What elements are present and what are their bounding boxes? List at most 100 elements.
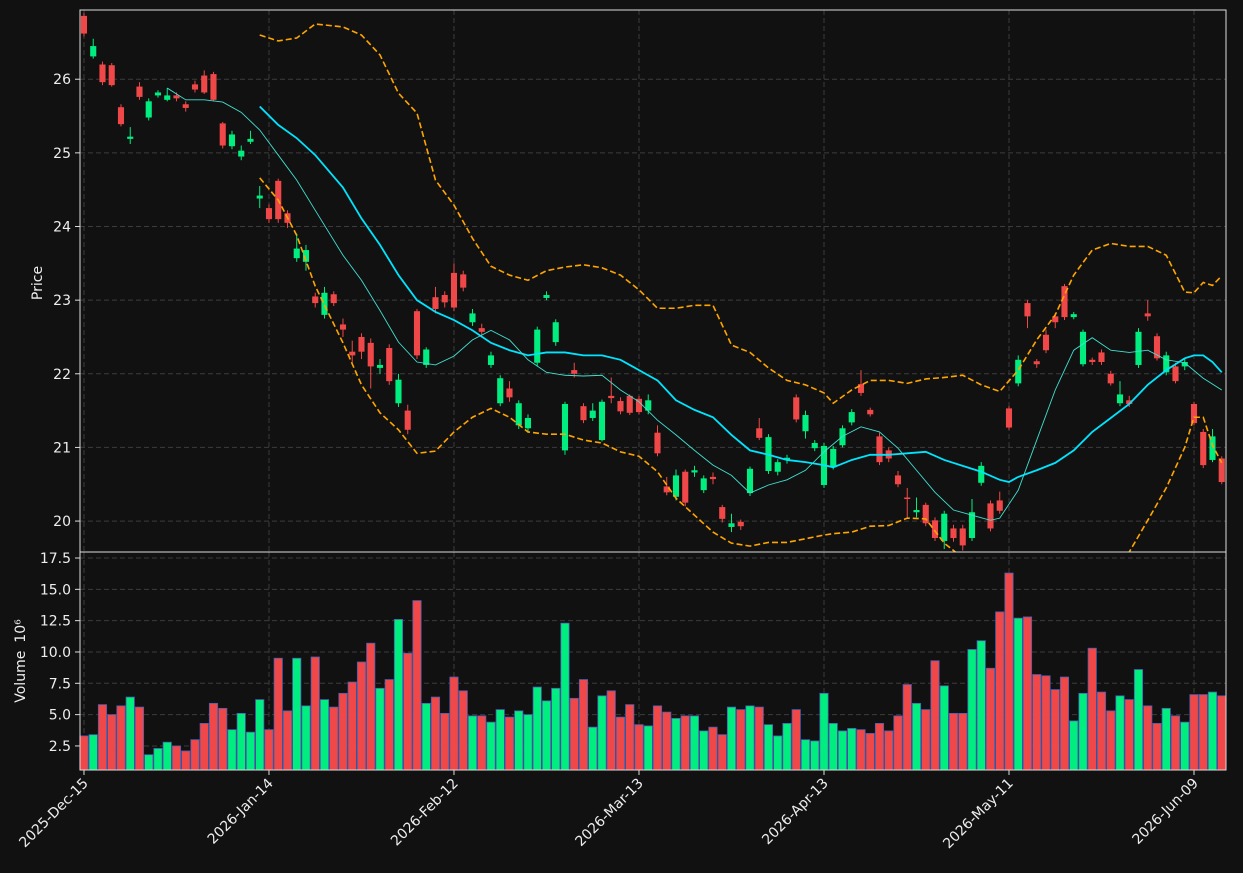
volume-bar — [1152, 722, 1162, 771]
volume-bar — [532, 686, 542, 771]
volume-bar — [504, 716, 515, 771]
candle-body — [1126, 400, 1133, 404]
y-tick-label: 12.5 — [40, 614, 71, 630]
candle-body — [876, 436, 883, 463]
volume-bar — [523, 714, 533, 771]
candle-body — [746, 468, 754, 494]
candle-body — [228, 134, 236, 147]
volume-bar — [116, 705, 126, 771]
volume-bar — [1198, 694, 1208, 771]
candle-body — [173, 95, 180, 99]
candle-body — [922, 504, 929, 524]
volume-bar — [1013, 617, 1023, 771]
volume-bar — [800, 739, 811, 771]
volume-bar — [1180, 721, 1190, 771]
candle-body — [108, 65, 115, 86]
candle-body — [996, 500, 1003, 511]
volume-bar — [449, 676, 459, 771]
candle-body — [728, 523, 735, 527]
volume-bar — [884, 730, 894, 771]
volume-bar — [1059, 676, 1070, 771]
candle-body — [867, 409, 874, 415]
y-tick-label: 25 — [53, 146, 71, 162]
volume-bar — [810, 740, 820, 771]
volume-bar — [1161, 707, 1171, 771]
candle-body — [358, 336, 365, 352]
candle-body — [154, 92, 162, 96]
candle-body — [709, 476, 717, 480]
candle-body — [367, 342, 374, 367]
volume-bar — [597, 695, 607, 771]
volume-bar — [458, 690, 468, 771]
candle-body — [552, 322, 559, 343]
volume-bar — [865, 733, 875, 771]
volume-bar — [606, 690, 616, 771]
candle-body — [469, 313, 476, 323]
volume-bar — [643, 725, 653, 771]
volume-bar — [1004, 572, 1014, 771]
candle-body — [589, 410, 596, 418]
candle-body — [404, 410, 411, 430]
y-tick-label: 20 — [53, 514, 71, 530]
candle-body — [90, 46, 97, 57]
candle-body — [1061, 286, 1068, 318]
candle-body — [191, 84, 199, 90]
panel: 20 21 22 23 24 25 26 — [53, 9, 1227, 553]
candle-body — [210, 74, 217, 100]
volume-bar — [958, 712, 968, 771]
volume-bar — [356, 661, 367, 771]
candle-body — [617, 401, 624, 412]
volume-bar — [227, 729, 237, 771]
candle-body — [700, 478, 707, 491]
candle-body — [506, 388, 513, 398]
volume-bar — [190, 739, 200, 771]
candle-body — [1163, 355, 1170, 373]
candle-body — [1005, 408, 1013, 428]
candle-body — [1190, 403, 1198, 424]
volume-bar — [939, 685, 949, 771]
volume-bar — [921, 709, 931, 771]
volume-bar — [1050, 689, 1060, 771]
y-tick-label: 24 — [53, 220, 71, 236]
y-tick-label: 17.5 — [40, 551, 71, 567]
candle-body — [117, 107, 125, 125]
volume-bar — [486, 721, 496, 771]
candle-body — [941, 513, 948, 541]
candle-body — [219, 123, 226, 146]
volume-bar — [625, 704, 635, 771]
candle-body — [1200, 431, 1207, 466]
candle-body — [1033, 361, 1040, 365]
candle-body — [913, 510, 920, 513]
volume-bar — [88, 734, 98, 771]
candle-body — [432, 297, 439, 309]
volume-bar — [375, 687, 385, 771]
candle-body — [857, 384, 865, 393]
volume-bar — [467, 715, 478, 771]
volume-bar — [967, 649, 977, 771]
volume-bar — [255, 699, 265, 771]
volume-axis-label: Volume 10⁶ — [13, 619, 29, 703]
volume-bar — [153, 748, 163, 771]
candle-body — [238, 150, 245, 157]
candle-body — [719, 507, 726, 519]
volume-bar — [1096, 691, 1107, 771]
candle-body — [450, 272, 458, 308]
volume-bar — [902, 684, 912, 771]
volume-bar — [1124, 699, 1134, 771]
candle-body — [672, 475, 680, 497]
candle-body — [182, 104, 189, 108]
volume-bar — [773, 735, 783, 771]
volume-bar — [856, 729, 866, 771]
candle-body — [783, 457, 791, 460]
candle-body — [691, 470, 698, 473]
candle-body — [968, 512, 976, 539]
volume-bar — [421, 702, 431, 771]
volume-bar — [689, 715, 700, 771]
volume-bar — [1217, 695, 1227, 771]
volume-bar — [1143, 705, 1153, 771]
overlay-line — [259, 23, 1223, 405]
candle-body — [302, 250, 310, 262]
candle-body — [349, 351, 356, 356]
candle-body — [1079, 331, 1087, 365]
volume-bar — [1115, 695, 1125, 771]
